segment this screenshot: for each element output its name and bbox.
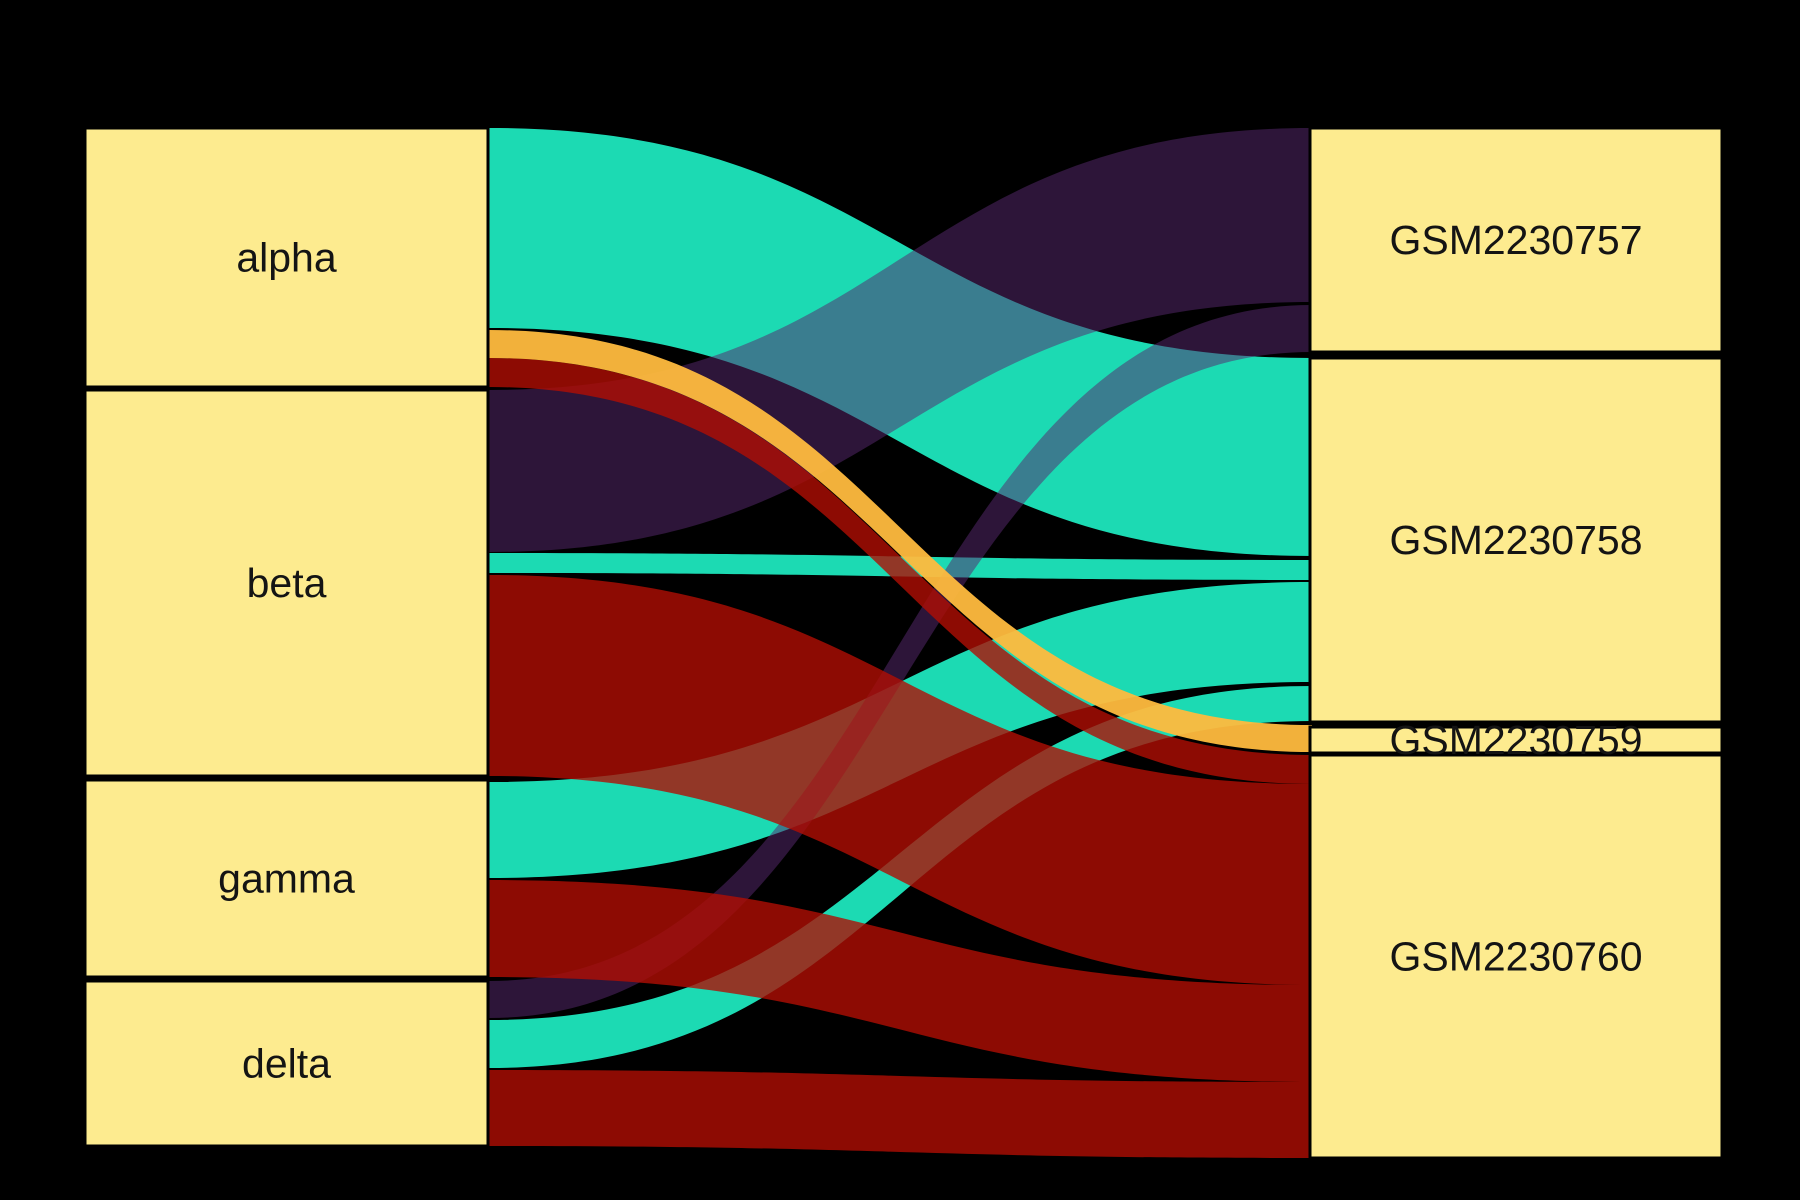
node-label-GSM2230760: GSM2230760 — [1389, 934, 1642, 980]
node-label-alpha: alpha — [236, 235, 337, 281]
flow-alpha-to-GSM2230760[interactable] — [489, 358, 1312, 784]
node-label-delta: delta — [242, 1041, 331, 1087]
node-label-GSM2230759: GSM2230759 — [1389, 717, 1642, 763]
flow-alpha-to-GSM2230759[interactable] — [489, 330, 1312, 752]
node-GSM2230760[interactable] — [1308, 753, 1724, 1160]
node-delta[interactable] — [83, 979, 490, 1148]
node-label-gamma: gamma — [218, 856, 355, 902]
flow-delta-to-GSM2230760[interactable] — [489, 1070, 1312, 1158]
node-GSM2230757[interactable] — [1308, 126, 1724, 354]
flow-delta-to-GSM2230757[interactable] — [489, 305, 1312, 1018]
flow-beta-to-GSM2230760[interactable] — [489, 575, 1312, 985]
flow-beta-to-GSM2230757[interactable] — [489, 128, 1312, 552]
node-GSM2230759[interactable] — [1308, 725, 1724, 755]
node-gamma[interactable] — [83, 778, 490, 979]
node-alpha[interactable] — [83, 126, 490, 389]
sankey-nodes-layer — [83, 126, 1724, 1160]
node-label-beta: beta — [247, 560, 327, 606]
flow-gamma-to-GSM2230760[interactable] — [489, 880, 1312, 1082]
node-beta[interactable] — [83, 388, 490, 778]
sankey-links-layer — [489, 128, 1312, 1158]
node-label-GSM2230757: GSM2230757 — [1389, 217, 1642, 263]
node-GSM2230758[interactable] — [1308, 356, 1724, 724]
node-label-GSM2230758: GSM2230758 — [1389, 517, 1642, 563]
sankey-labels-layer: alpha beta gamma delta GSM2230757 GSM2230758 G… — [218, 217, 1642, 1087]
